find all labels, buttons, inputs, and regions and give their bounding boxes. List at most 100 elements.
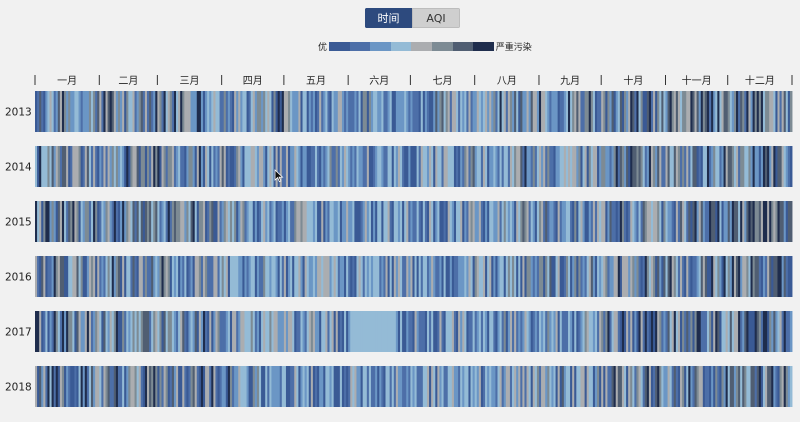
day-cell — [273, 201, 277, 242]
day-cell — [277, 366, 281, 407]
day-cell — [781, 201, 785, 242]
day-cell — [109, 146, 113, 187]
day-cell — [410, 201, 413, 242]
day-cell — [779, 311, 783, 352]
day-cell — [124, 366, 127, 407]
day-cell — [534, 311, 538, 352]
day-cell — [192, 311, 196, 352]
day-cell — [638, 146, 642, 187]
year-label: 2016 — [5, 272, 32, 284]
day-cell — [762, 201, 766, 242]
day-cell — [640, 366, 644, 407]
day-cell — [368, 91, 372, 132]
day-cell — [630, 146, 633, 187]
day-cell — [64, 366, 67, 407]
day-cell — [760, 366, 764, 407]
day-cell — [61, 256, 65, 297]
month-label: 十月 — [623, 74, 643, 87]
month-label: 二月 — [118, 75, 138, 87]
day-cell — [528, 311, 532, 352]
day-cell — [352, 201, 355, 242]
day-cell — [765, 256, 768, 297]
day-cell — [190, 91, 194, 132]
day-cell — [532, 311, 536, 352]
day-cell — [754, 201, 758, 242]
day-cell — [184, 91, 187, 132]
day-cell — [709, 146, 712, 187]
day-cell — [721, 201, 724, 242]
day-cell — [146, 256, 150, 297]
day-cell — [420, 201, 424, 242]
day-cell — [524, 366, 527, 407]
day-cell — [536, 256, 540, 297]
day-cell — [269, 311, 272, 352]
day-cell — [49, 366, 53, 407]
day-cell — [563, 256, 567, 297]
day-cell — [111, 256, 115, 297]
day-cell — [360, 91, 364, 132]
day-cell — [213, 201, 216, 242]
day-cell — [105, 256, 109, 297]
day-cell — [568, 146, 571, 187]
day-cell — [219, 311, 223, 352]
day-cell — [684, 146, 687, 187]
day-cell — [609, 311, 613, 352]
day-cell — [275, 201, 279, 242]
day-cell — [408, 366, 411, 407]
day-cell — [171, 91, 175, 132]
day-cell — [661, 201, 664, 242]
day-cell — [281, 311, 285, 352]
day-cell — [762, 366, 766, 407]
day-cell — [750, 256, 754, 297]
day-cell — [155, 311, 158, 352]
day-cell — [57, 366, 61, 407]
day-cell — [402, 201, 405, 242]
day-cell — [443, 146, 447, 187]
day-cell — [733, 146, 737, 187]
day-cell — [72, 201, 75, 242]
day-cell — [694, 366, 698, 407]
day-cell — [723, 146, 727, 187]
day-cell — [221, 311, 225, 352]
day-cell — [219, 91, 223, 132]
day-cell — [234, 201, 237, 242]
day-cell — [142, 201, 146, 242]
day-cell — [115, 201, 119, 242]
day-cell — [462, 256, 465, 297]
day-cell — [514, 366, 517, 407]
day-cell — [617, 201, 621, 242]
day-cell — [688, 311, 691, 352]
day-cell — [692, 146, 695, 187]
day-cell — [597, 201, 600, 242]
day-cell — [644, 91, 648, 132]
day-cell — [88, 91, 92, 132]
day-cell — [669, 146, 673, 187]
day-cell — [97, 366, 100, 407]
day-cell — [677, 201, 681, 242]
day-cell — [49, 256, 53, 297]
day-cell — [190, 201, 194, 242]
time-toggle-button[interactable]: 时间 — [365, 8, 412, 28]
day-cell — [140, 311, 144, 352]
day-cell — [138, 91, 142, 132]
day-cell — [468, 256, 471, 297]
day-cell — [462, 311, 465, 352]
day-cell — [91, 311, 94, 352]
day-cell — [167, 366, 171, 407]
day-cell — [657, 146, 660, 187]
day-cell — [787, 256, 791, 297]
day-cell — [161, 311, 165, 352]
day-cell — [443, 91, 447, 132]
day-cell — [300, 146, 303, 187]
day-cell — [153, 91, 156, 132]
day-cell — [321, 311, 324, 352]
day-cell — [95, 256, 98, 297]
day-cell — [474, 256, 478, 297]
day-cell — [624, 256, 627, 297]
day-cell — [327, 311, 330, 352]
aqi-toggle-button[interactable]: AQI — [412, 8, 460, 28]
day-cell — [619, 366, 623, 407]
day-cell — [215, 256, 218, 297]
day-cell — [624, 366, 627, 407]
day-cell — [538, 366, 542, 407]
